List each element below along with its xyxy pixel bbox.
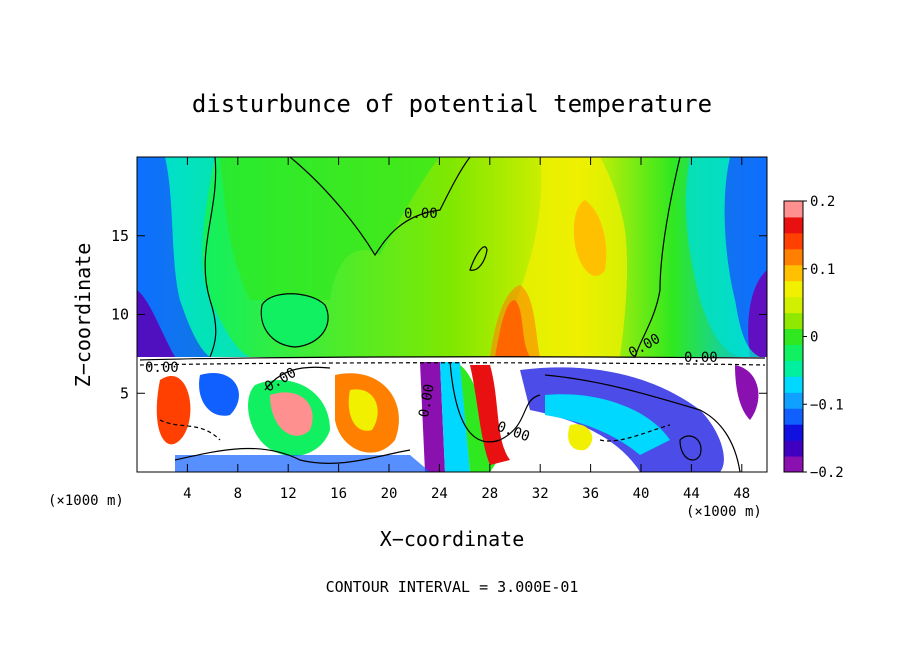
lower-red-swirl: [156, 375, 191, 445]
x-tick-label: 36: [582, 486, 599, 502]
colorbar-swatch: [784, 216, 803, 234]
lower-yellow-swirl: [348, 389, 378, 431]
colorbar-label: 0: [810, 330, 818, 346]
right-purple-patch: [748, 270, 767, 357]
lower-yellow-swirl-right: [568, 424, 593, 451]
y-axis-label: Z−coordinate: [71, 243, 95, 388]
lower-blue-swirl: [199, 373, 239, 416]
x-tick-label: 32: [532, 486, 549, 502]
colorbar-swatch: [784, 376, 803, 393]
colorbar-swatch: [784, 296, 803, 314]
colorbar-swatch: [784, 232, 803, 250]
colorbar: 0.2 0.1 0 −0.1 −0.2: [783, 194, 844, 481]
left-blue-band: [137, 157, 210, 357]
left-purple-patch: [137, 290, 175, 357]
colorbar-swatch: [784, 424, 803, 441]
colorbar-swatch: [784, 456, 803, 473]
x-unit-right: (×1000 m): [686, 504, 762, 520]
contour-label: 0.00: [145, 360, 179, 376]
colorbar-swatch: [784, 392, 803, 409]
chart-title: disturbunce of potential temperature: [192, 90, 712, 118]
lower-blue-base: [175, 455, 430, 472]
orange-core: [490, 285, 540, 357]
orange-blob: [573, 200, 607, 276]
x-tick-label: 24: [431, 486, 448, 502]
colorbar-label: 0.1: [810, 262, 835, 278]
lower-cyan-swirl-right: [545, 394, 670, 455]
x-tick-label: 12: [280, 486, 297, 502]
x-tick-label: 44: [683, 486, 700, 502]
x-axis: 4 8 12 16 20 24 28 32 36 40 44 48: [183, 157, 750, 502]
colorbar-label: −0.1: [810, 397, 844, 413]
x-tick-label: 40: [633, 486, 650, 502]
x-tick-label: 48: [733, 486, 750, 502]
colorbar-swatch: [784, 264, 803, 282]
colorbar-swatch: [784, 312, 803, 330]
x-axis-label: X−coordinate: [380, 527, 525, 551]
y-tick-label: 15: [111, 227, 129, 245]
colorbar-swatch: [784, 360, 803, 377]
contour-interval: CONTOUR INTERVAL = 3.000E-01: [326, 578, 579, 596]
x-tick-label: 28: [481, 486, 498, 502]
x-tick-label: 4: [183, 486, 191, 502]
plot-area: 0.00 0.00 0.00 0.00 0.00 0.00 0.00: [137, 157, 767, 472]
colorbar-swatch: [784, 408, 803, 425]
left-cyan-band: [165, 157, 250, 357]
x-tick-label: 20: [381, 486, 398, 502]
colorbar-label: 0.2: [810, 194, 835, 210]
contour-label: 0.00: [404, 206, 438, 222]
contour-lines: [139, 157, 766, 472]
green-blob: [261, 293, 329, 347]
colorbar-swatch: [784, 344, 803, 361]
lower-purple-column: [420, 362, 445, 472]
colorbar-label: −0.2: [810, 465, 844, 481]
x-tick-label: 8: [234, 486, 242, 502]
y-axis: 5 10 15: [111, 227, 767, 402]
x-unit-left: (×1000 m): [48, 493, 124, 509]
right-cyan-band: [685, 157, 760, 357]
colorbar-swatch: [784, 440, 803, 457]
colorbar-swatch: [784, 248, 803, 266]
green-center-zone: [220, 157, 440, 300]
colorbar-swatch: [784, 328, 803, 345]
lower-purple-swirl-right: [735, 365, 759, 420]
lower-pink-swirl: [270, 392, 313, 436]
contour-label: 0.00: [416, 383, 438, 419]
colorbar-swatch: [784, 280, 803, 298]
colorbar-swatch: [784, 201, 803, 218]
y-tick-label: 10: [111, 306, 129, 324]
y-tick-label: 5: [120, 384, 129, 402]
x-tick-label: 16: [330, 486, 347, 502]
contour-label: 0.00: [684, 350, 718, 366]
